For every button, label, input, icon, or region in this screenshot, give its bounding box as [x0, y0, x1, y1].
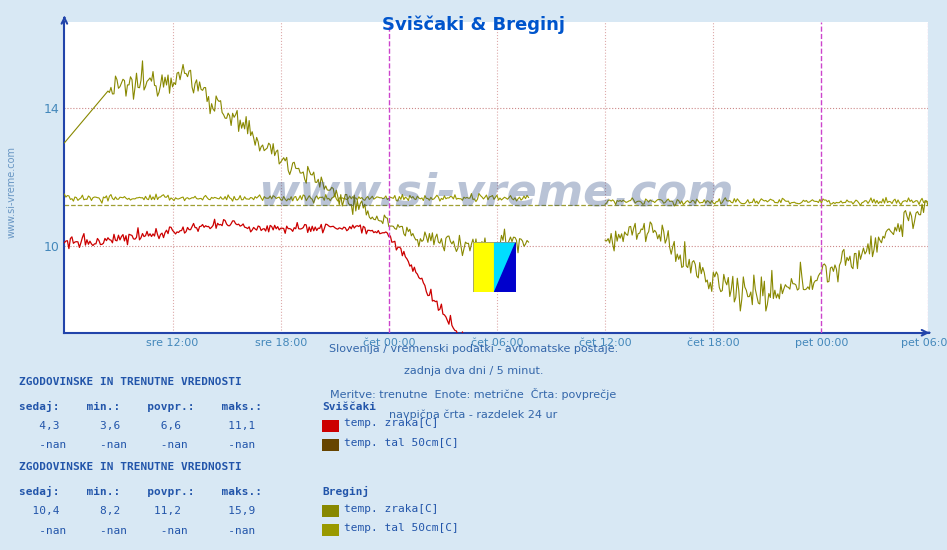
Text: Slovenija / vremenski podatki - avtomatske postaje.: Slovenija / vremenski podatki - avtomats…	[329, 344, 618, 354]
Text: Meritve: trenutne  Enote: metrične  Črta: povprečje: Meritve: trenutne Enote: metrične Črta: …	[331, 388, 616, 400]
Polygon shape	[494, 243, 516, 292]
Text: 4,3      3,6      6,6       11,1: 4,3 3,6 6,6 11,1	[19, 421, 255, 431]
Polygon shape	[474, 243, 494, 292]
Text: Sviščaki: Sviščaki	[322, 402, 376, 412]
Text: temp. tal 50cm[C]: temp. tal 50cm[C]	[344, 437, 458, 448]
Text: temp. zraka[C]: temp. zraka[C]	[344, 503, 438, 514]
Polygon shape	[494, 243, 516, 292]
Text: temp. tal 50cm[C]: temp. tal 50cm[C]	[344, 522, 458, 533]
Text: temp. zraka[C]: temp. zraka[C]	[344, 418, 438, 428]
Text: ZGODOVINSKE IN TRENUTNE VREDNOSTI: ZGODOVINSKE IN TRENUTNE VREDNOSTI	[19, 462, 241, 472]
Text: navpična črta - razdelek 24 ur: navpična črta - razdelek 24 ur	[389, 410, 558, 420]
Text: 10,4      8,2     11,2       15,9: 10,4 8,2 11,2 15,9	[19, 506, 255, 516]
Text: -nan     -nan     -nan      -nan: -nan -nan -nan -nan	[19, 525, 255, 536]
Text: www.si-vreme.com: www.si-vreme.com	[7, 146, 16, 239]
Text: sedaj:    min.:    povpr.:    maks.:: sedaj: min.: povpr.: maks.:	[19, 401, 262, 412]
Text: Sviščaki & Breginj: Sviščaki & Breginj	[382, 15, 565, 34]
Text: zadnja dva dni / 5 minut.: zadnja dva dni / 5 minut.	[403, 366, 544, 376]
Text: ZGODOVINSKE IN TRENUTNE VREDNOSTI: ZGODOVINSKE IN TRENUTNE VREDNOSTI	[19, 377, 241, 387]
Text: sedaj:    min.:    povpr.:    maks.:: sedaj: min.: povpr.: maks.:	[19, 486, 262, 497]
Text: Breginj: Breginj	[322, 486, 369, 497]
Text: www.si-vreme.com: www.si-vreme.com	[259, 172, 734, 214]
Text: -nan     -nan     -nan      -nan: -nan -nan -nan -nan	[19, 440, 255, 450]
